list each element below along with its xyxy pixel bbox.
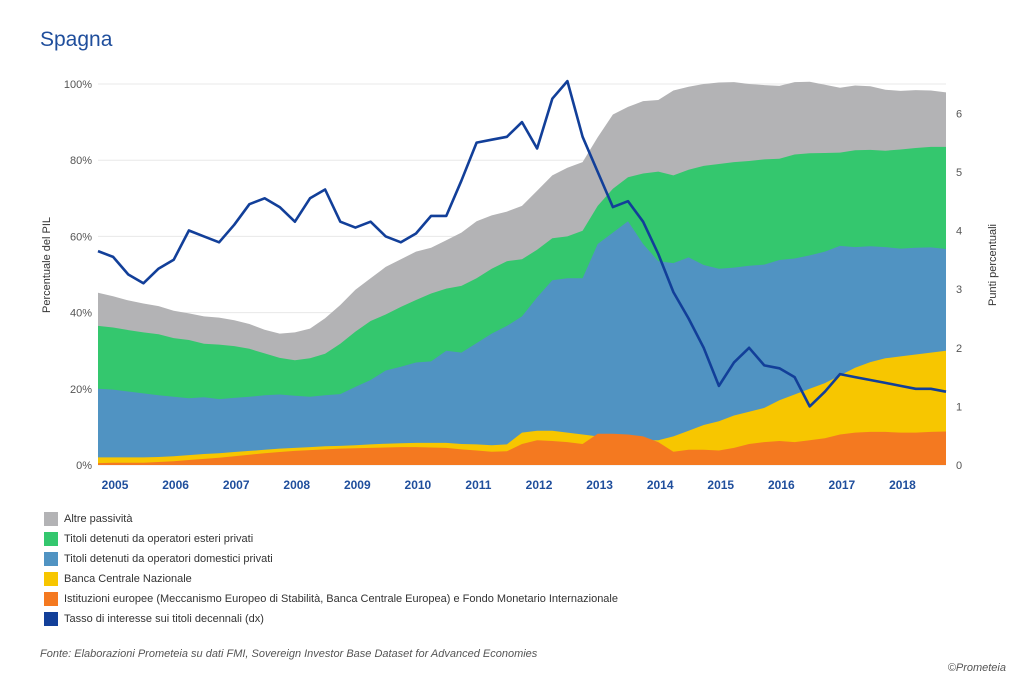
- y2-tick-label: 2: [956, 343, 962, 355]
- legend-swatch: [44, 612, 58, 626]
- x-tick-label: 2011: [465, 478, 491, 492]
- x-tick-label: 2009: [344, 478, 371, 492]
- y2-tick-label: 0: [956, 460, 962, 472]
- legend-item: Titoli detenuti da operatori esteri priv…: [44, 529, 618, 549]
- y2-tick-label: 6: [956, 108, 962, 120]
- y2-axis-title: Punti percentuali: [987, 224, 999, 306]
- x-tick-label: 2005: [102, 478, 129, 492]
- legend-swatch: [44, 532, 58, 546]
- area-istituzioni-europee: [98, 431, 946, 465]
- chart-area: 0% 20% 40% 60% 80% 100% 0 1 2 3 4 5 6 2005 2006 2007 200…: [41, 79, 999, 492]
- y2-tick-label: 1: [956, 401, 962, 413]
- y2-tick-label: 4: [956, 226, 962, 238]
- legend-label: Istituzioni europee (Meccanismo Europeo …: [64, 593, 618, 605]
- x-tick-label: 2014: [647, 478, 674, 492]
- legend-label: Titoli detenuti da operatori domestici p…: [64, 553, 273, 565]
- x-tick-label: 2008: [283, 478, 310, 492]
- x-tick-label: 2007: [223, 478, 250, 492]
- x-tick-label: 2010: [405, 478, 432, 492]
- legend-item: Titoli detenuti da operatori domestici p…: [44, 549, 618, 569]
- line-series: [97, 79, 947, 408]
- y-tick-label: 100%: [64, 79, 92, 91]
- legend-swatch: [44, 552, 58, 566]
- line-tasso-interesse: [97, 79, 947, 408]
- y-tick-label: 40%: [70, 308, 92, 320]
- area-2: [98, 221, 946, 465]
- legend-item: Istituzioni europee (Meccanismo Europeo …: [44, 589, 618, 609]
- area-series: [98, 81, 946, 465]
- legend-label: Banca Centrale Nazionale: [64, 573, 192, 585]
- legend-label: Titoli detenuti da operatori esteri priv…: [64, 533, 254, 545]
- x-tick-label: 2017: [829, 478, 856, 492]
- legend-label: Tasso di interesse sui titoli decennali …: [64, 613, 264, 625]
- legend-item: Tasso di interesse sui titoli decennali …: [44, 609, 618, 629]
- y2-tick-label: 5: [956, 167, 962, 179]
- y-tick-label: 80%: [70, 155, 92, 167]
- legend-swatch: [44, 592, 58, 606]
- area-1: [98, 350, 946, 465]
- legend-swatch: [44, 512, 58, 526]
- copyright-note: ©Prometeia: [947, 662, 1006, 674]
- x-tick-label: 2006: [162, 478, 189, 492]
- legend-swatch: [44, 572, 58, 586]
- legend-item: Banca Centrale Nazionale: [44, 569, 618, 589]
- legend-label: Altre passività: [64, 513, 133, 525]
- legend-item: Altre passività: [44, 509, 618, 529]
- chart-title: Spagna: [40, 28, 113, 51]
- x-tick-label: 2016: [768, 478, 795, 492]
- source-note: Fonte: Elaborazioni Prometeia su dati FM…: [40, 648, 538, 660]
- x-tick-label: 2013: [586, 478, 613, 492]
- y-tick-label: 0%: [76, 460, 92, 472]
- x-tick-label: 2018: [889, 478, 916, 492]
- y2-tick-label: 3: [956, 284, 962, 296]
- x-tick-label: 2012: [526, 478, 553, 492]
- x-tick-label: 2015: [707, 478, 734, 492]
- y-axis-title: Percentuale del PIL: [41, 217, 53, 313]
- legend: Altre passività Titoli detenuti da operat…: [44, 509, 618, 629]
- axes: 0% 20% 40% 60% 80% 100% 0 1 2 3 4 5 6 2005 2006 2007 200…: [64, 79, 962, 492]
- y-tick-label: 60%: [70, 231, 92, 243]
- y-tick-label: 20%: [70, 384, 92, 396]
